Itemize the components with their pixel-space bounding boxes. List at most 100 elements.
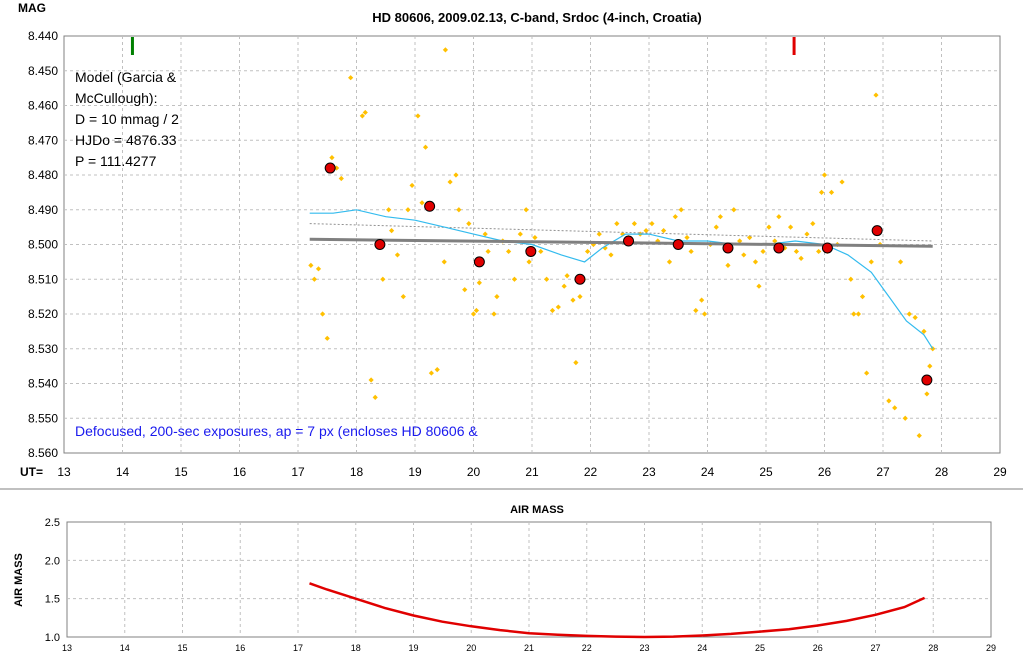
- airmass-y-tick-label: 2.0: [45, 555, 60, 567]
- magnitude-x-tick-label: 13: [57, 465, 71, 479]
- raw-point: [394, 252, 401, 258]
- raw-point: [447, 179, 453, 185]
- magnitude-x-tick-label: 19: [408, 465, 422, 479]
- airmass-curve: [309, 582, 926, 639]
- raw-point: [470, 311, 477, 317]
- magnitude-x-ticks: 13 14 15 16 17 18 19 20 21 22 23 24 25 26 27 28 29: [57, 465, 1007, 479]
- airmass-x-tick-label: 19: [408, 643, 418, 653]
- magnitude-x-tick-label: 20: [467, 465, 481, 479]
- raw-point: [897, 259, 904, 265]
- raw-point: [389, 228, 395, 234]
- raw-point: [620, 231, 626, 237]
- airmass-x-tick-label: 16: [235, 643, 245, 653]
- raw-point: [693, 307, 699, 314]
- raw-point: [442, 47, 449, 53]
- raw-point: [701, 311, 708, 317]
- raw-point: [678, 207, 684, 213]
- airmass-grid: [67, 522, 991, 637]
- airmass-x-tick-label: 20: [466, 643, 476, 653]
- magnitude-y-tick-label: 8.560: [28, 446, 58, 460]
- magnitude-x-tick-label: 29: [993, 465, 1007, 479]
- raw-point: [561, 283, 567, 289]
- magnitude-x-tick-label: 18: [350, 465, 364, 479]
- binned-point: [773, 242, 785, 254]
- raw-point: [684, 234, 690, 241]
- airmass-line: [309, 582, 926, 639]
- raw-point: [772, 238, 778, 244]
- magnitude-x-tick-label: 27: [876, 465, 890, 479]
- airmass-x-tick-label: 15: [177, 643, 187, 653]
- raw-point: [661, 228, 667, 234]
- raw-point: [752, 259, 759, 265]
- raw-point: [466, 221, 472, 227]
- raw-point: [787, 224, 794, 230]
- binned-averages: [324, 162, 933, 386]
- magnitude-y-tick-label: 8.550: [28, 411, 58, 425]
- magnitude-y-ticks: 8.440 8.450 8.460 8.470 8.480 8.490 8.500 8.510…: [28, 29, 58, 460]
- raw-point: [564, 273, 570, 279]
- magnitude-x-tick-label: 16: [233, 465, 247, 479]
- raw-point: [731, 207, 737, 213]
- binned-point: [525, 245, 537, 257]
- magnitude-y-tick-label: 8.490: [28, 203, 58, 217]
- magnitude-y-tick-label: 8.540: [28, 377, 58, 391]
- raw-point: [924, 391, 930, 397]
- raw-point: [476, 280, 482, 286]
- magnitude-x-tick-label: 26: [818, 465, 832, 479]
- raw-point: [848, 276, 854, 282]
- airmass-x-tick-label: 23: [639, 643, 649, 653]
- magnitude-y-tick-label: 8.440: [28, 29, 58, 43]
- raw-point: [453, 172, 459, 178]
- magnitude-x-tick-label: 25: [759, 465, 773, 479]
- airmass-y-ticks: 1.0 1.5 2.0 2.5: [45, 517, 60, 644]
- raw-point: [776, 214, 782, 220]
- raw-point: [717, 214, 723, 220]
- ingress-egress-markers: [130, 37, 796, 55]
- raw-point: [315, 266, 322, 272]
- magnitude-y-axis-label: MAG: [18, 1, 46, 15]
- raw-point: [804, 231, 810, 237]
- raw-point: [544, 276, 550, 282]
- raw-point: [428, 370, 434, 376]
- raw-point: [494, 294, 500, 300]
- magnitude-y-tick-label: 8.500: [28, 238, 58, 252]
- airmass-x-tick-label: 22: [582, 643, 592, 653]
- magnitude-y-tick-label: 8.470: [28, 133, 58, 147]
- raw-point: [511, 276, 518, 282]
- magnitude-y-tick-label: 8.510: [28, 272, 58, 286]
- airmass-x-tick-label: 28: [928, 643, 938, 653]
- binned-point: [821, 242, 833, 254]
- raw-point: [538, 248, 544, 255]
- raw-point: [643, 228, 649, 234]
- magnitude-chart: HD 80606, 2009.02.13, C-band, Srdoc (4-i…: [18, 1, 1007, 479]
- raw-point: [688, 248, 694, 255]
- raw-point: [532, 234, 538, 241]
- raw-point: [400, 294, 406, 300]
- raw-point: [921, 328, 927, 334]
- airmass-x-tick-label: 24: [697, 643, 707, 653]
- airmass-x-ticks: 13 14 15 16 17 18 19 20 21 22 23 24 25 26 27 28 29: [62, 643, 996, 653]
- binned-point: [374, 239, 386, 250]
- raw-point: [927, 363, 933, 369]
- airmass-x-tick-label: 14: [120, 643, 130, 653]
- raw-point: [798, 255, 804, 261]
- airmass-y-tick-label: 1.5: [45, 594, 60, 606]
- airmass-chart-title: AIR MASS: [510, 504, 564, 516]
- magnitude-x-tick-label: 23: [642, 465, 656, 479]
- magnitude-x-tick-label: 15: [174, 465, 188, 479]
- raw-point: [405, 207, 411, 213]
- raw-point: [359, 113, 365, 119]
- magnitude-x-tick-label: 14: [116, 465, 130, 479]
- binned-point: [623, 235, 635, 247]
- raw-point: [666, 259, 673, 265]
- raw-point: [839, 179, 845, 185]
- smoothed-trend-line: [309, 209, 934, 350]
- raw-point: [596, 231, 602, 237]
- binned-point: [424, 200, 436, 212]
- raw-point: [491, 311, 497, 317]
- model-annotation: Model (Garcia & McCullough): D = 10 mmag…: [75, 69, 179, 169]
- magnitude-x-axis-label: UT=: [20, 465, 43, 479]
- raw-point: [372, 394, 378, 400]
- raw-point: [756, 283, 762, 289]
